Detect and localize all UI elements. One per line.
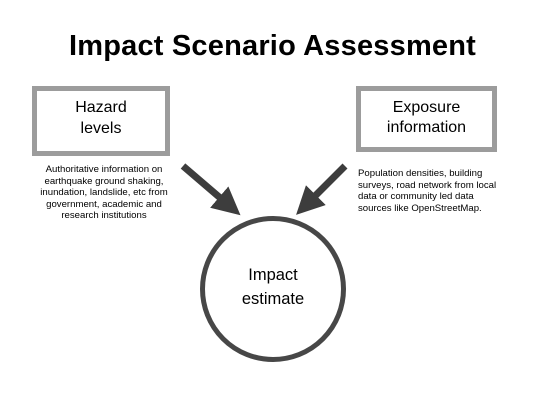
exposure-description-line: Population densities, building [358,168,483,179]
impact-label-line-1: Impact [248,266,298,284]
page-title: Impact Scenario Assessment [68,30,477,62]
hazard-description-line: research institutions [61,210,147,221]
exposure-to-impact-arrow [296,163,348,215]
impact-label-line-2: estimate [241,290,305,308]
exposure-label-line-2: information [386,119,467,136]
impact-estimate-circle: Impact estimate [200,216,346,362]
exposure-description-line: data or community led data [358,191,474,202]
exposure-description: Population densities, building surveys, … [358,168,528,214]
hazard-label-line-2: levels [80,120,122,137]
exposure-label-line-1: Exposure [392,99,461,116]
hazard-description-line: inundation, landslide, etc from [40,187,168,198]
hazard-description-line: earthquake ground shaking, [44,175,164,187]
exposure-description-line: surveys, road network from local [358,179,497,191]
hazard-description-line: Authoritative information on [45,164,163,175]
exposure-information-box: Exposure information [356,86,497,152]
exposure-description-line: sources like OpenStreetMap. [358,202,482,214]
hazard-label-line-1: Hazard [75,99,127,116]
hazard-levels-box: Hazard levels [32,86,170,156]
hazard-description: Authoritative information on earthquake … [36,164,172,222]
hazard-description-line: government, academic and [46,198,162,210]
hazard-to-impact-arrow [180,163,241,216]
